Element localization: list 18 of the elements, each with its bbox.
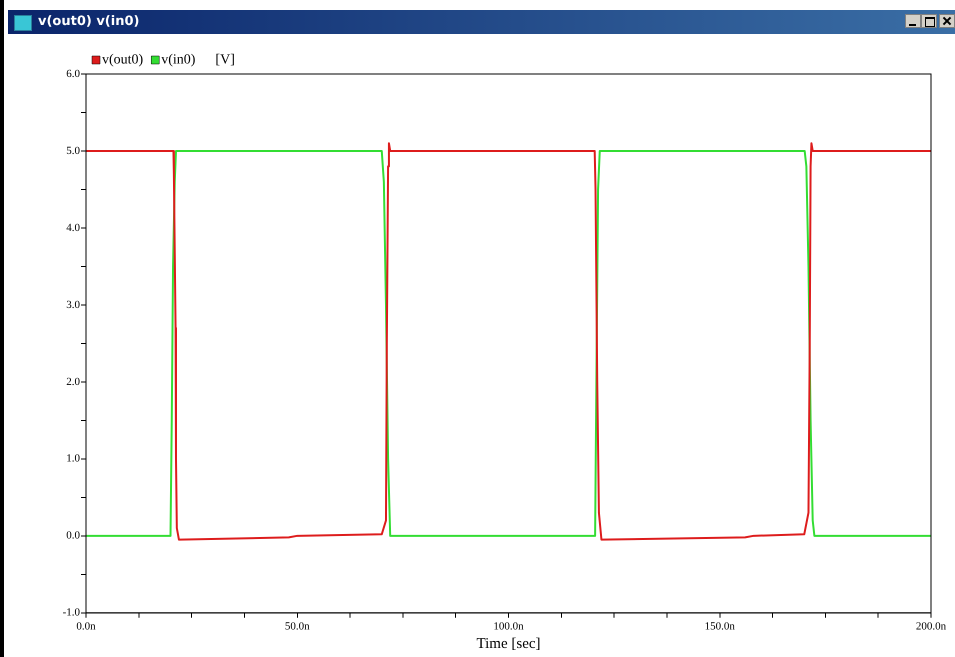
y-tick-label: 6.0	[66, 68, 80, 80]
y-axis-title: [V]	[215, 52, 235, 68]
x-tick-label: 100.0n	[493, 620, 524, 632]
chart-title: v(out0) v(in0)	[38, 14, 140, 29]
x-tick-label: 150.0n	[704, 620, 736, 632]
x-axis-title: Time [sec]	[476, 636, 541, 652]
x-tick-label: 0.0n	[76, 620, 96, 632]
y-tick-label: 5.0	[66, 144, 80, 157]
x-tick-label: 50.0n	[284, 620, 310, 632]
legend-label: v(in0)	[161, 52, 196, 68]
y-tick-label: 0.0	[66, 530, 80, 542]
y-tick-label: 1.0	[66, 452, 80, 465]
legend-label: v(out0)	[102, 52, 144, 68]
y-tick-label: 2.0	[66, 376, 80, 388]
y-tick-label: 3.0	[66, 298, 80, 311]
y-tick-label: 4.0	[66, 222, 80, 234]
y-tick-label: -1.0	[62, 606, 80, 619]
x-tick-label: 200.0n	[916, 620, 947, 632]
